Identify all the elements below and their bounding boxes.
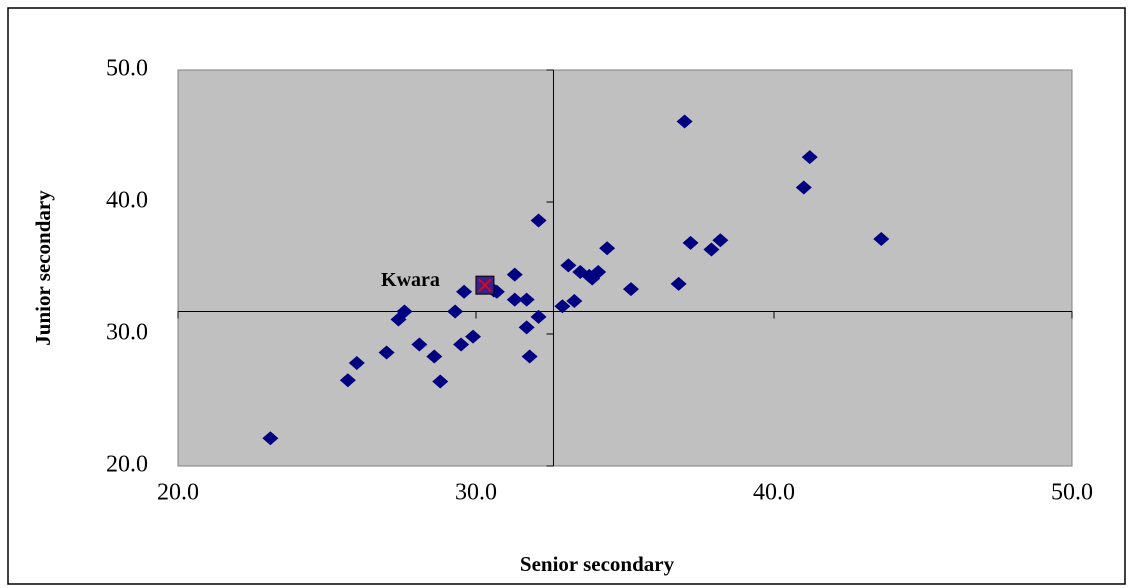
y-axis-title: Junior secondary (31, 190, 55, 346)
point (560, 258, 577, 273)
plot-area (177, 69, 1073, 467)
point (339, 373, 356, 388)
point (795, 180, 812, 195)
y-tick-label: 20.0 (106, 452, 148, 478)
point (676, 114, 693, 129)
point (411, 337, 428, 352)
point (670, 276, 687, 291)
x-tick-label: 20.0 (157, 480, 199, 506)
point (348, 356, 365, 371)
point (682, 235, 699, 250)
y-tick-label: 50.0 (106, 56, 148, 82)
point (426, 349, 443, 364)
point (518, 292, 535, 307)
x-tick-label: 40.0 (753, 480, 795, 506)
point (465, 329, 482, 344)
x-axis-title: Senior secondary (520, 552, 675, 576)
highlight-cross (478, 278, 492, 292)
point (456, 284, 473, 299)
point (506, 267, 523, 282)
point (590, 264, 607, 279)
point (873, 231, 890, 246)
point (599, 241, 616, 256)
point (518, 320, 535, 335)
point (432, 374, 449, 389)
point (396, 304, 413, 319)
point (530, 309, 547, 324)
point (712, 233, 729, 248)
point (447, 304, 464, 319)
point (521, 349, 538, 364)
point (566, 294, 583, 308)
point (453, 337, 470, 352)
annotation: Kwara (381, 269, 440, 291)
point (262, 431, 279, 446)
x-tick-label: 50.0 (1051, 480, 1093, 506)
x-tick-label: 30.0 (455, 480, 497, 506)
y-tick-label: 30.0 (106, 320, 148, 346)
y-tick-label: 40.0 (106, 188, 148, 214)
point (530, 213, 547, 228)
point (703, 242, 720, 257)
point (506, 292, 523, 307)
point (801, 150, 818, 165)
point (554, 299, 571, 314)
point (378, 345, 395, 360)
point (622, 282, 639, 297)
